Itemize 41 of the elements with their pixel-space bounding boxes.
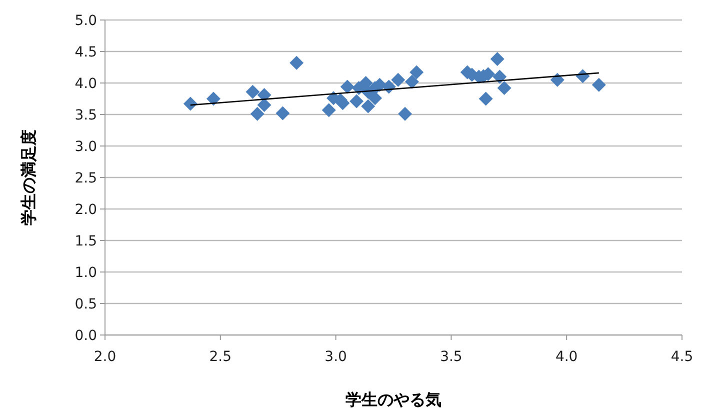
y-tick-label: 0.5 (74, 296, 97, 312)
y-tick-label: 1.0 (74, 265, 97, 281)
x-tick-label: 4.5 (670, 349, 694, 365)
y-tick-label: 0.0 (74, 328, 97, 344)
point (550, 72, 564, 87)
y-tick-label: 3.0 (74, 139, 97, 155)
x-tick-label: 4.0 (555, 349, 578, 365)
point (410, 65, 424, 80)
y-tick-label: 3.5 (74, 108, 97, 124)
y-tick-label: 2.5 (74, 170, 97, 186)
point (340, 80, 354, 94)
point (478, 92, 493, 106)
x-tick-label: 2.5 (209, 349, 232, 365)
point (350, 94, 364, 108)
y-tick-label: 5.0 (74, 13, 97, 29)
y-tick-label: 1.5 (74, 234, 97, 250)
y-axis-title: 学生の満足度 (19, 130, 38, 226)
y-tick-label: 4.5 (74, 44, 97, 60)
point (404, 74, 419, 89)
x-axis-title: 学生のやる気 (346, 390, 442, 409)
y-tick-label: 2.0 (74, 202, 97, 218)
point (206, 92, 220, 106)
point (246, 84, 260, 99)
point (322, 103, 336, 118)
point (257, 98, 272, 112)
point (183, 96, 198, 111)
point (497, 81, 512, 96)
point (592, 78, 606, 92)
point (250, 106, 264, 121)
point (276, 106, 290, 120)
point (398, 106, 412, 121)
point (361, 99, 376, 114)
point (290, 56, 304, 70)
x-tick-label: 2.0 (94, 349, 116, 365)
point (368, 91, 382, 106)
point (391, 72, 406, 87)
point (492, 70, 507, 84)
x-tick-label: 3.0 (324, 349, 347, 365)
point (490, 52, 504, 66)
x-tick-label: 3.5 (440, 349, 462, 365)
y-tick-label: 4.0 (74, 76, 97, 92)
